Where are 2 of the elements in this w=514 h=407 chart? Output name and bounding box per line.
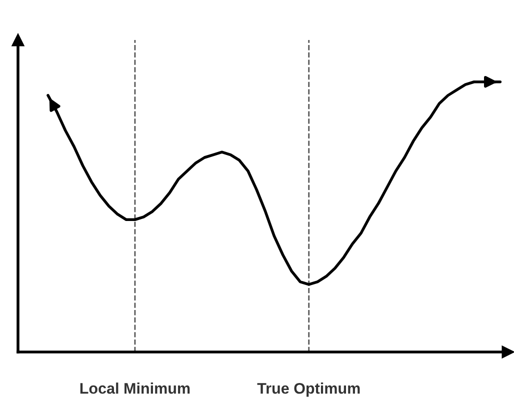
x-tick-label: Local Minimum xyxy=(80,382,190,394)
x-tick-label: True Optimum xyxy=(257,382,360,397)
